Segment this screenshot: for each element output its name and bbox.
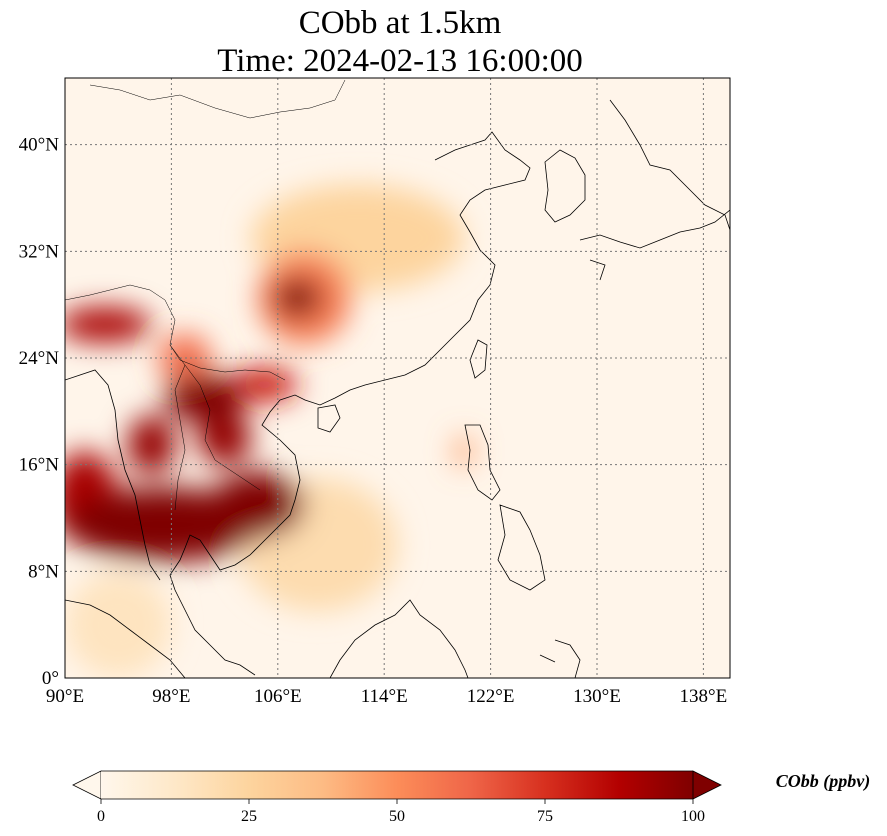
korea-peninsula [544, 149, 586, 223]
lat-tick-label: 32°N [19, 241, 60, 262]
colorbar-tick-label: 0 [97, 808, 105, 825]
colorbar-tick-label: 25 [241, 808, 257, 825]
colorbar-extend-min [72, 770, 102, 800]
indochina-coastline [169, 399, 301, 676]
borders-mainland [65, 79, 346, 511]
philippines-south [497, 504, 546, 591]
longitude-ticks: 90°E 98°E 106°E 114°E 122°E 130°E 138°E [46, 686, 727, 707]
lat-tick-label: 40°N [19, 135, 60, 156]
gridlines [65, 78, 730, 678]
japan-islands [579, 99, 730, 281]
lon-tick-label: 114°E [361, 686, 408, 707]
hainan-island [317, 404, 341, 433]
borneo-island [329, 599, 469, 678]
lon-tick-label: 138°E [680, 686, 728, 707]
colorbar-ticks: 0 25 50 75 100 [97, 799, 705, 825]
lat-tick-label: 16°N [19, 455, 60, 476]
title-line-2: Time: 2024-02-13 16:00:00 [217, 43, 583, 79]
colorbar-bar [101, 771, 693, 799]
sumatra-island [65, 599, 186, 678]
coastlines [65, 79, 730, 678]
colorbar-tick-label: 75 [537, 808, 553, 825]
plume-taiwan-luzon [454, 435, 474, 468]
china-coastline [279, 131, 531, 406]
latitude-ticks: 0° 8°N 16°N 24°N 32°N 40°N [19, 135, 60, 689]
lat-tick-label: 8°N [28, 561, 59, 582]
title-line-1: CObb at 1.5km [298, 5, 502, 41]
plume-andaman-haze [65, 571, 172, 678]
lon-tick-label: 98°E [152, 686, 190, 707]
lon-tick-label: 122°E [467, 686, 515, 707]
plume-myanmar-north [127, 415, 176, 474]
lon-tick-label: 90°E [46, 686, 84, 707]
map-panel: 90°E 98°E 106°E 114°E 122°E 130°E 138°E 0° 8°N 1… [19, 77, 731, 707]
taiwan-island [469, 339, 488, 379]
colorbar: 0 25 50 75 100 CObb (ppbv) [72, 770, 870, 825]
plume-laos-north [164, 374, 245, 422]
plume-northeast-india [65, 307, 152, 342]
bay-of-bengal-coast [65, 369, 161, 581]
plume-indochina-east [211, 471, 305, 538]
map-frame [64, 77, 731, 679]
sulawesi-island [539, 639, 581, 678]
colorbar-tick-label: 100 [681, 808, 705, 825]
lat-tick-label: 0° [42, 668, 59, 689]
lon-tick-label: 106°E [254, 686, 302, 707]
cobb-field [65, 184, 474, 678]
plume-laos-central [198, 411, 252, 465]
plume-sichuan [273, 278, 322, 318]
colorbar-tick-label: 50 [389, 808, 405, 825]
colorbar-label: CObb (ppbv) [776, 771, 870, 792]
lon-tick-label: 130°E [573, 686, 621, 707]
lat-tick-label: 24°N [19, 348, 60, 369]
colorbar-extend-max [692, 770, 722, 800]
map-background [65, 78, 730, 678]
plot-title: CObb at 1.5km Time: 2024-02-13 16:00:00 [0, 4, 800, 80]
luzon-island [464, 424, 501, 501]
plume-yunnan-guangxi [231, 367, 298, 402]
